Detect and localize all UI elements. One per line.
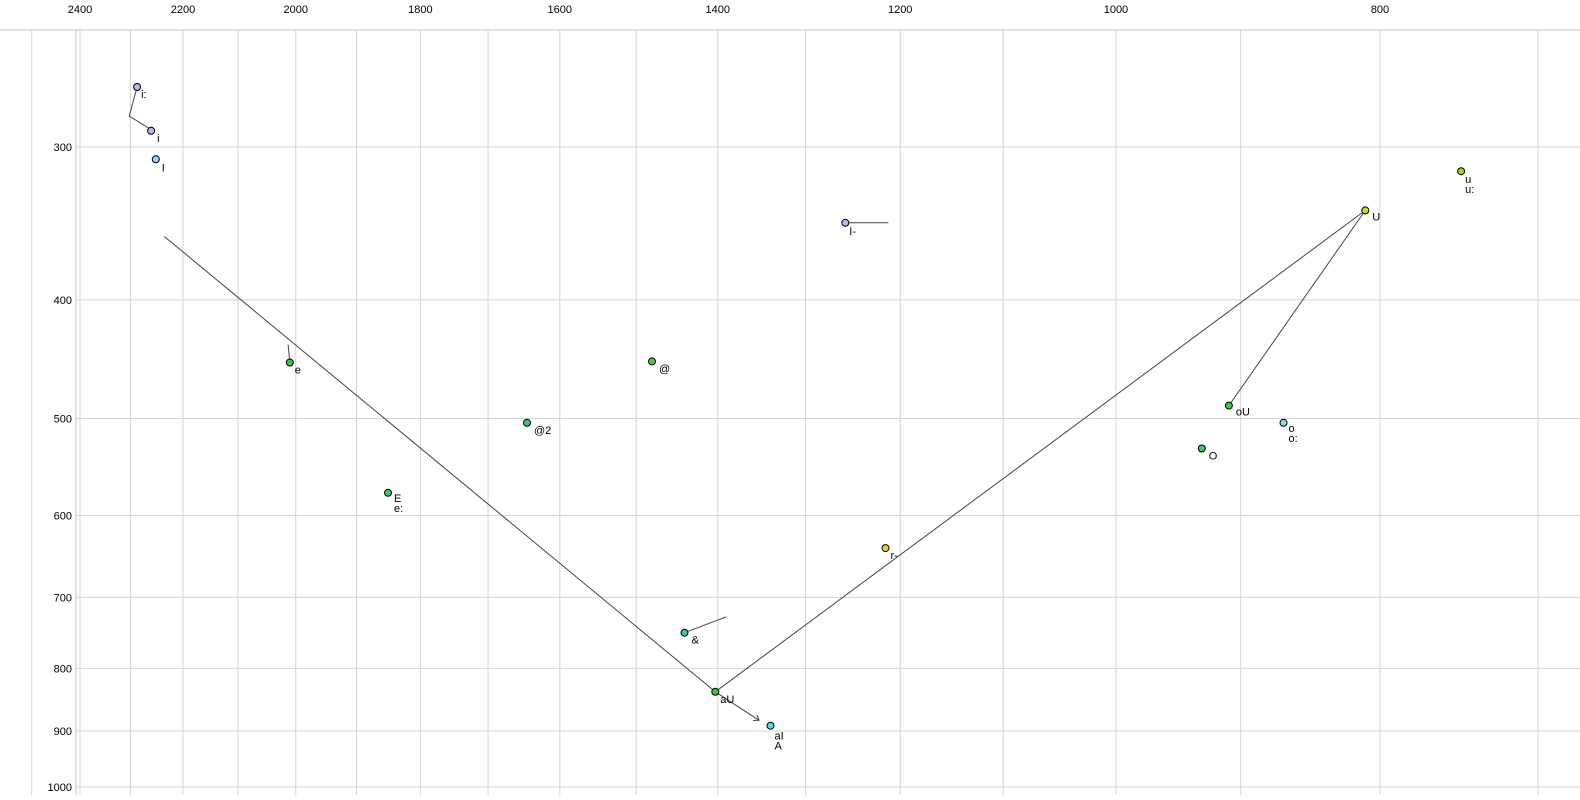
connector-line-front-edge <box>163 236 716 693</box>
data-point-1 <box>147 126 156 135</box>
point-label-13: aI <box>775 731 784 743</box>
data-point-8 <box>523 418 531 427</box>
data-point-7 <box>648 357 656 366</box>
y-tick-label: 900 <box>54 726 72 738</box>
point-label-11: & <box>692 635 700 647</box>
point-label-5: U <box>1372 211 1380 223</box>
x-tick-label: 800 <box>1371 4 1389 16</box>
point-label-12: aU <box>720 694 734 706</box>
x-tick-label: 1800 <box>408 4 432 16</box>
data-point-9 <box>384 488 392 497</box>
point-label-13: A <box>775 741 783 753</box>
y-tick-label: 700 <box>54 592 72 604</box>
connector-line-U-to-oU <box>1228 210 1366 406</box>
x-tick-label: 2400 <box>68 4 92 16</box>
x-tick-label: 1200 <box>888 4 912 16</box>
point-label-9: e: <box>394 503 403 515</box>
data-point-5 <box>1361 206 1370 215</box>
y-tick-label: 400 <box>54 295 72 307</box>
point-label-9: E <box>394 493 401 505</box>
x-tick-label: 2200 <box>171 4 195 16</box>
y-tick-label: 500 <box>54 414 72 426</box>
data-point-14 <box>1224 401 1233 410</box>
data-point-12 <box>711 687 720 696</box>
y-tick-label: 1000 <box>48 782 72 794</box>
data-point-6 <box>285 358 294 367</box>
point-label-4: u <box>1465 174 1471 186</box>
point-label-3: I- <box>849 226 856 238</box>
y-tick-label: 800 <box>54 663 72 675</box>
data-point-10 <box>881 544 890 553</box>
point-label-15: o: <box>1289 433 1298 445</box>
x-tick-label: 1400 <box>706 4 730 16</box>
data-point-11 <box>680 628 689 637</box>
y-tick-label: 600 <box>54 510 72 522</box>
connector-line-aU-to-aI <box>715 691 759 721</box>
connector-line-back-edge <box>715 209 1366 693</box>
point-label-10: r- <box>891 550 899 562</box>
x-tick-label: 1600 <box>548 4 572 16</box>
point-label-15: o <box>1289 423 1295 435</box>
point-label-6: e <box>295 365 301 377</box>
point-label-16: O <box>1209 451 1218 463</box>
data-point-2 <box>151 155 160 164</box>
data-point-3 <box>841 218 850 227</box>
point-label-14: oU <box>1236 407 1250 419</box>
point-label-4: u: <box>1465 184 1474 196</box>
data-point-0 <box>133 83 142 91</box>
connector-line-i-cluster-tail <box>128 86 151 130</box>
data-point-16 <box>1197 444 1206 453</box>
data-point-13 <box>766 721 775 730</box>
y-tick-label: 300 <box>54 142 72 154</box>
point-label-7: @ <box>659 363 670 375</box>
point-label-8: @2 <box>534 425 551 437</box>
point-label-0: i: <box>141 89 147 101</box>
data-point-4 <box>1457 167 1466 176</box>
connector-line-ampersand-tail <box>684 616 727 634</box>
point-label-2: I <box>162 162 165 174</box>
x-tick-label: 1000 <box>1104 4 1128 16</box>
x-tick-label: 2000 <box>284 4 308 16</box>
point-label-1: i <box>157 133 159 145</box>
data-point-15 <box>1279 418 1288 427</box>
